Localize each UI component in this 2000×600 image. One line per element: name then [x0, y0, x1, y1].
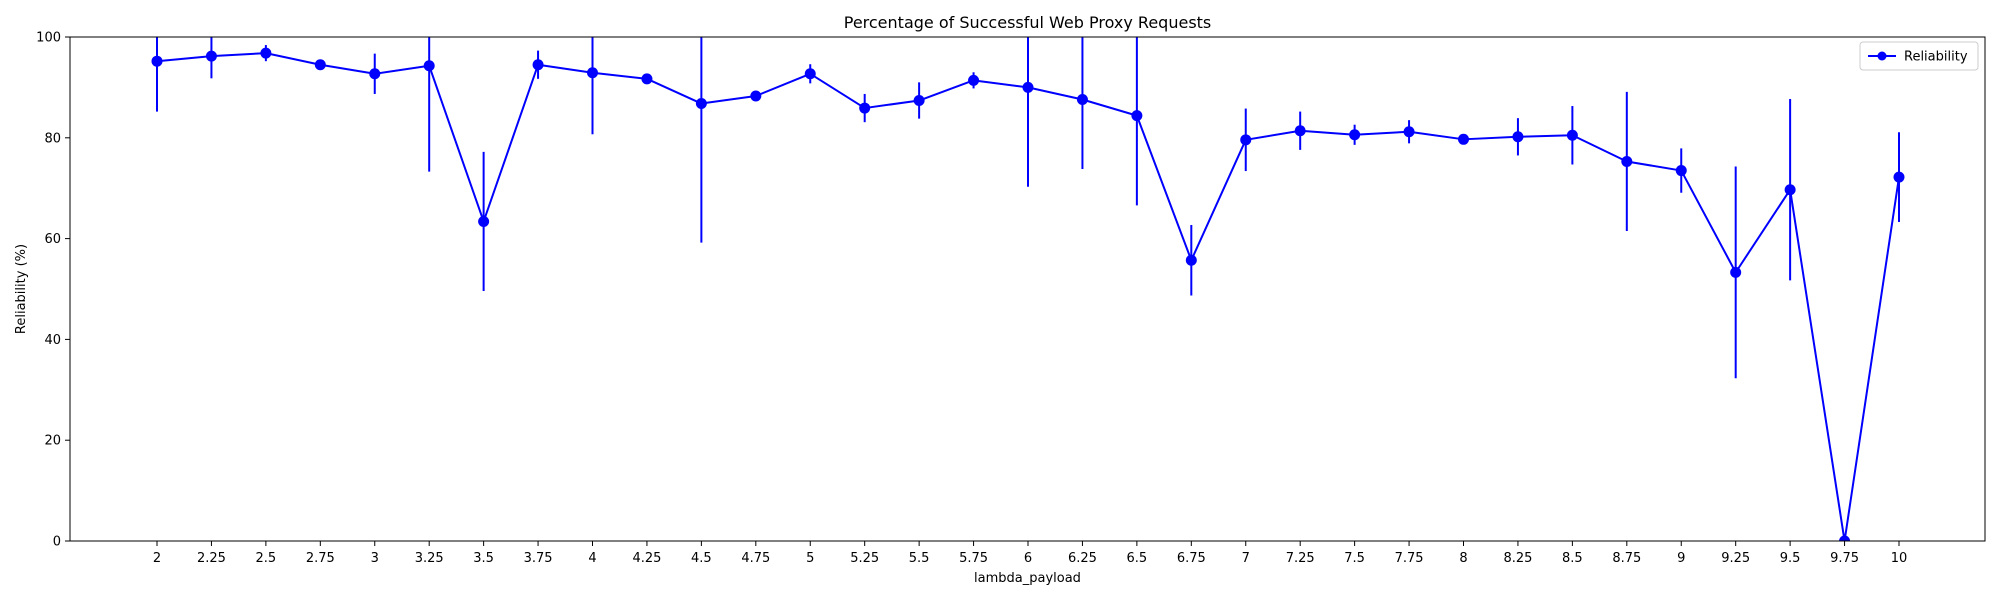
data-point — [1022, 81, 1034, 93]
x-tick-label: 6.5 — [1127, 551, 1148, 566]
data-point — [369, 68, 381, 80]
x-tick-label: 6.75 — [1177, 551, 1206, 566]
data-point — [1131, 110, 1143, 122]
data-point — [1839, 535, 1851, 541]
data-point — [804, 68, 816, 80]
x-tick-label: 2.75 — [306, 551, 335, 566]
y-tick-label: 60 — [44, 232, 61, 247]
x-tick-label: 2 — [153, 551, 161, 566]
x-tick-label: 2.5 — [256, 551, 277, 566]
x-tick-label: 8 — [1459, 551, 1467, 566]
y-tick-label: 40 — [44, 333, 61, 348]
x-tick-label: 9 — [1677, 551, 1685, 566]
data-point — [750, 90, 762, 102]
legend: Reliability — [1859, 41, 1979, 71]
chart-title: Percentage of Successful Web Proxy Reque… — [844, 13, 1212, 32]
data-point — [859, 102, 871, 114]
x-tick-label: 8.75 — [1612, 551, 1641, 566]
x-tick-label: 9.5 — [1780, 551, 1801, 566]
data-point — [205, 50, 217, 62]
data-point — [1675, 165, 1687, 177]
data-point — [695, 98, 707, 110]
data-point — [151, 55, 163, 67]
y-tick-label: 100 — [36, 31, 61, 46]
x-tick-label: 6.25 — [1068, 551, 1097, 566]
x-tick-label: 6 — [1024, 551, 1032, 566]
data-point — [587, 67, 598, 79]
legend-label: Reliability — [1904, 50, 1968, 65]
plot-area — [151, 37, 1905, 541]
data-point — [641, 73, 653, 85]
data-point — [1566, 129, 1578, 141]
x-tick-label: 9.25 — [1721, 551, 1750, 566]
y-tick-label: 80 — [44, 131, 61, 146]
data-point — [1076, 93, 1088, 105]
x-tick-label: 2.25 — [197, 551, 226, 566]
data-point — [1893, 171, 1905, 183]
x-tick-label: 8.25 — [1503, 551, 1532, 566]
data-point — [1403, 126, 1415, 138]
x-tick-label: 7 — [1242, 551, 1250, 566]
x-axis-label: lambda_payload — [974, 571, 1081, 586]
x-tick-label: 7.75 — [1395, 551, 1424, 566]
data-point — [1458, 133, 1469, 145]
x-tick-label: 7.25 — [1286, 551, 1315, 566]
x-tick-label: 4.5 — [691, 551, 712, 566]
x-tick-label: 8.5 — [1562, 551, 1583, 566]
data-point — [1784, 184, 1796, 196]
x-tick-label: 4 — [588, 551, 596, 566]
legend-box — [1859, 41, 1979, 71]
x-tick-label: 4.25 — [632, 551, 661, 566]
data-point — [1621, 155, 1633, 167]
data-point — [913, 95, 925, 107]
data-point — [260, 47, 272, 59]
data-point — [314, 59, 326, 71]
data-point — [1512, 131, 1524, 143]
y-tick-label: 0 — [53, 535, 61, 550]
x-tick-label: 5.75 — [959, 551, 988, 566]
data-point — [968, 74, 980, 86]
data-point — [532, 59, 544, 71]
data-point — [1240, 134, 1252, 146]
x-tick-label: 5.25 — [850, 551, 879, 566]
legend-marker — [1877, 51, 1887, 61]
x-tick-label: 5.5 — [909, 551, 930, 566]
x-tick-label: 3.25 — [415, 551, 444, 566]
x-tick-label: 7.5 — [1344, 551, 1365, 566]
x-tick-label: 10 — [1891, 551, 1908, 566]
x-tick-label: 3.75 — [524, 551, 553, 566]
data-point — [478, 215, 490, 227]
x-tick-label: 3 — [371, 551, 379, 566]
x-tick-label: 4.75 — [741, 551, 770, 566]
data-point — [1185, 254, 1197, 266]
x-tick-label: 3.5 — [473, 551, 494, 566]
y-tick-label: 20 — [44, 434, 61, 449]
data-point — [1294, 125, 1306, 137]
data-point — [423, 60, 435, 72]
data-point — [1349, 129, 1361, 141]
data-point — [1730, 266, 1742, 278]
x-tick-label: 9.75 — [1830, 551, 1859, 566]
y-axis-label: Reliability (%) — [14, 244, 29, 334]
x-tick-label: 5 — [806, 551, 814, 566]
